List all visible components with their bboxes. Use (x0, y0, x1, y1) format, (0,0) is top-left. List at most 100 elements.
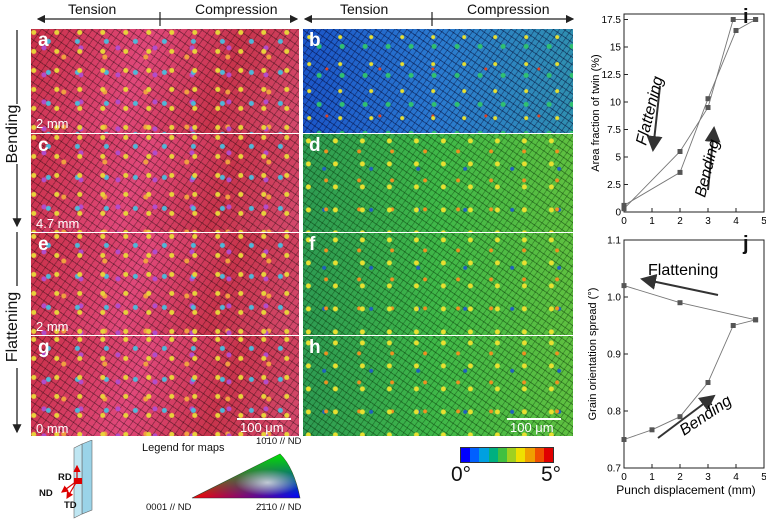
x-tick-label: 3 (705, 472, 711, 483)
colorbar-max-label: 5° (541, 463, 562, 486)
map-label-a: 2 mm (36, 116, 69, 131)
y-tick-label: 0 (615, 208, 621, 219)
y-tick-label: 0.9 (607, 350, 621, 361)
y-tick-label: 7.5 (607, 125, 621, 136)
x-tick-label: 2 (677, 472, 683, 483)
x-tick-label: 4 (733, 472, 739, 483)
colorbar (460, 447, 554, 463)
panel-label-e: e (38, 234, 49, 255)
ipf-map-a (31, 29, 299, 133)
y-tick-label: 1.1 (607, 236, 621, 247)
y-tick-label: 10 (610, 98, 622, 109)
y-tick-label: 12.5 (602, 70, 622, 81)
data-point (705, 96, 711, 102)
y-tick-label: 5 (615, 153, 621, 164)
colorbar-swatch (543, 448, 554, 462)
header-arrows (36, 12, 575, 26)
y-tick-label: 17.5 (602, 15, 622, 26)
legend-left-label: 0001 // ND (146, 502, 192, 513)
header-tension-left: Tension (68, 1, 117, 17)
colorbar-swatch (516, 448, 526, 462)
panel-label-b: b (309, 30, 321, 51)
data-point (753, 17, 759, 22)
header-compression-left: Compression (195, 1, 278, 17)
panel-label-g: g (38, 337, 50, 358)
axis-rd: RD (58, 472, 72, 483)
panel-label-h: h (309, 337, 321, 358)
data-point (677, 414, 683, 420)
bending-arrow (657, 394, 716, 439)
x-tick-label: 5 (761, 216, 766, 227)
colorbar-min-label: 0° (451, 463, 472, 486)
side-label-bending: Bending (4, 104, 22, 164)
y-tick-label: 0.7 (607, 464, 621, 475)
legend-right-label: 2̄1̄10 // ND (256, 502, 302, 513)
scale-bar-right (507, 418, 561, 420)
gos-map-d (303, 134, 573, 232)
data-point (621, 206, 627, 212)
colorbar-swatch (507, 448, 517, 462)
x-tick-label: 0 (621, 472, 627, 483)
x-tick-label: 2 (677, 216, 683, 227)
y-axis-label: Area fraction of twin (%) (590, 54, 602, 171)
panel-label-d: d (309, 135, 321, 156)
map-label-c: 4.7 mm (36, 216, 80, 231)
data-point (621, 202, 627, 208)
y-tick-label: 0.8 (607, 407, 621, 418)
scale-label-right: 100 μm (510, 420, 554, 435)
panel-label-f: f (309, 234, 316, 255)
annotation-flattening: Flattening (648, 262, 718, 279)
x-tick-label: 0 (621, 216, 627, 227)
chart-j: 0 1 2 3 4 5 0.7 0.8 0.9 1.0 1.1 Grain orientation s… (587, 236, 766, 498)
annotation-flattening: Flattening (633, 75, 667, 147)
x-tick-label: 1 (649, 216, 655, 227)
gos-map-b (303, 29, 573, 133)
data-point (753, 317, 759, 323)
x-tick-label: 1 (649, 472, 655, 483)
x-tick-label: 4 (733, 216, 739, 227)
legend-title: Legend for maps (142, 442, 225, 454)
data-point (677, 300, 683, 306)
panel-label-j: j (743, 233, 749, 255)
bending-arrow (704, 126, 721, 191)
colorbar-swatch (497, 448, 508, 462)
x-tick-label: 5 (761, 472, 766, 483)
data-point (677, 149, 683, 154)
ipf-map-c (31, 134, 299, 232)
scale-bar-left (237, 418, 291, 420)
y-tick-label: 15 (610, 43, 622, 54)
data-point (621, 283, 627, 289)
data-point (730, 323, 736, 328)
data-point (649, 427, 655, 433)
annotation-bending: Bending (692, 138, 723, 199)
flattening-arrow (640, 274, 719, 296)
sample-schematic (61, 440, 93, 519)
ipf-map-e (31, 233, 299, 335)
map-label-g: 0 mm (36, 421, 69, 436)
flattening-arrow (646, 85, 663, 152)
y-tick-label: 2.5 (607, 180, 621, 191)
panel-label-i: i (743, 6, 749, 28)
panel-label-a: a (38, 30, 49, 51)
colorbar-swatch (488, 448, 498, 462)
series-line-bending (623, 319, 756, 440)
x-tick-label: 3 (705, 216, 711, 227)
ipf-legend-triangle (191, 453, 301, 499)
header-compression-right: Compression (467, 1, 550, 17)
data-point (705, 380, 711, 385)
gos-map-f (303, 233, 573, 335)
data-point (733, 28, 739, 33)
colorbar-swatch (470, 448, 480, 462)
side-arrows (12, 30, 22, 434)
colorbar-swatch (479, 448, 489, 462)
colorbar-swatch (534, 448, 544, 462)
chart-i: 0 1 2 3 4 5 0 2.5 5 7.5 10 12.5 15 17.5 Area fraction … (590, 13, 766, 227)
series-line-flattening (623, 285, 756, 321)
map-label-e: 2 mm (36, 319, 69, 334)
x-axis-label: Punch displacement (mm) (616, 483, 755, 497)
colorbar-swatch (461, 448, 471, 462)
plot-frame (623, 13, 765, 213)
y-tick-label: 1.0 (607, 293, 621, 304)
axis-td: TD (64, 500, 77, 511)
colorbar-swatch (525, 448, 535, 462)
